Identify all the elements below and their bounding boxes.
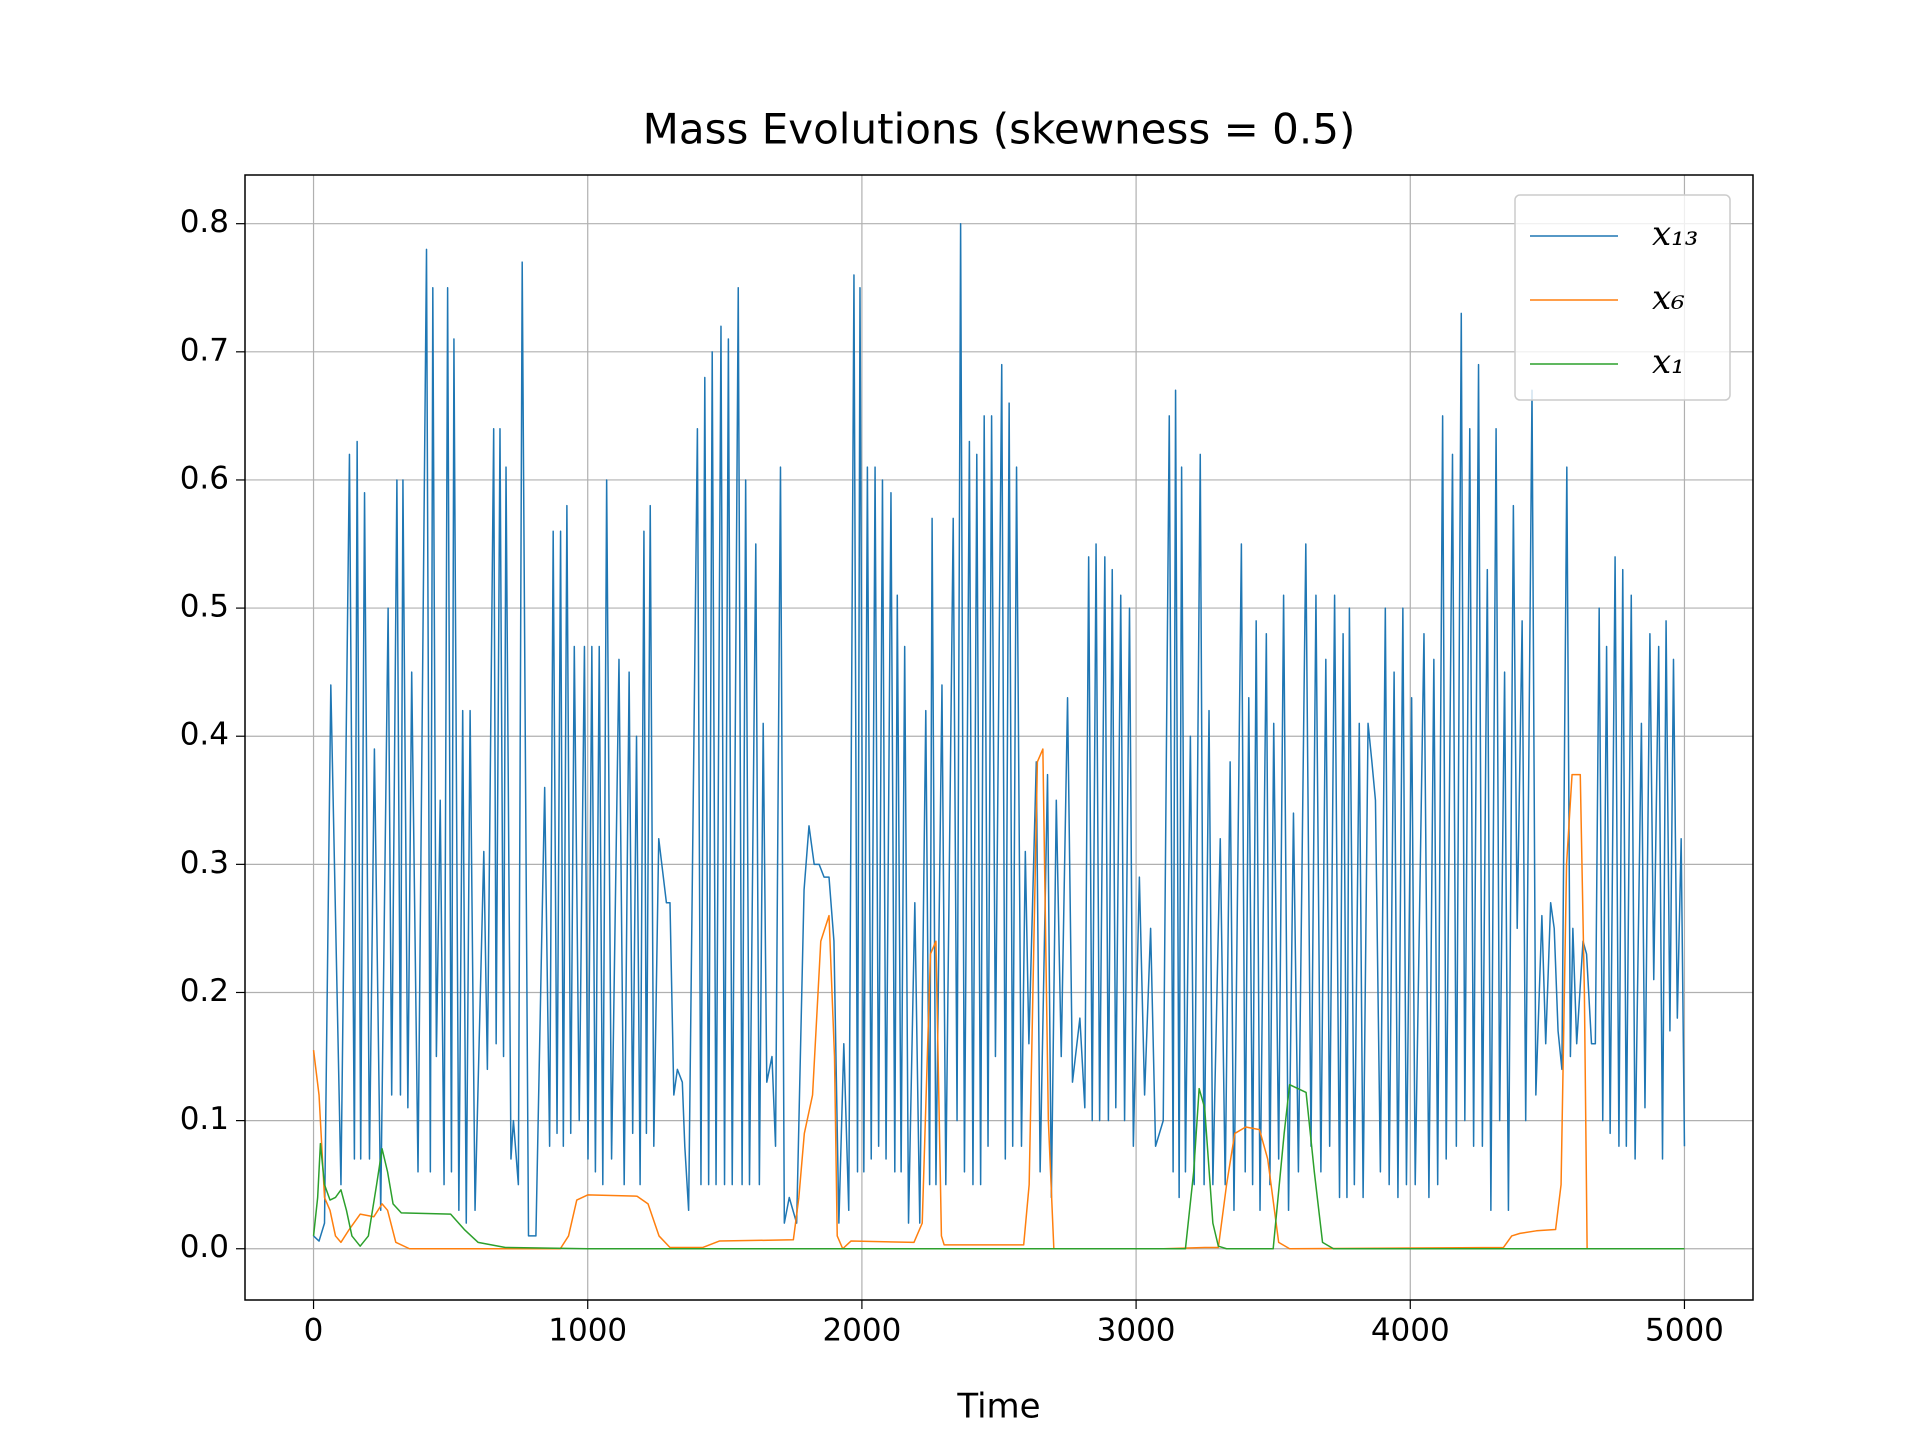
- legend-label: x₆: [1652, 278, 1685, 318]
- y-tick-label: 0.1: [180, 1101, 229, 1137]
- legend: x₁₃ x₆ x₁: [1514, 194, 1731, 401]
- y-tick-label: 0.6: [180, 460, 229, 496]
- legend-box: [1514, 194, 1731, 401]
- y-tick-label: 0.5: [180, 589, 229, 625]
- series-line: [313, 222, 1686, 1242]
- y-tick-label: 0.0: [180, 1229, 229, 1265]
- x-tick-label: 2000: [822, 1313, 901, 1349]
- legend-label: x₁: [1652, 342, 1685, 382]
- x-tick-label: 1000: [548, 1313, 627, 1349]
- x-tick-label: 5000: [1645, 1313, 1724, 1349]
- legend-label: x₁₃: [1652, 214, 1698, 254]
- y-tick-label: 0.7: [180, 332, 229, 368]
- series-line: [312, 1083, 1685, 1250]
- y-tick-label: 0.2: [180, 973, 229, 1009]
- series-line: [312, 748, 1685, 1250]
- x-axis-label: Time: [956, 1387, 1040, 1427]
- axes-frame: [244, 174, 1754, 1301]
- x-tick-label: 4000: [1371, 1313, 1450, 1349]
- x-tick-label: 0: [304, 1313, 324, 1349]
- y-tick-label: 0.8: [180, 204, 229, 240]
- chart-title: Mass Evolutions (skewness = 0.5): [643, 105, 1356, 154]
- y-tick-label: 0.4: [180, 717, 229, 753]
- x-tick-label: 3000: [1097, 1313, 1176, 1349]
- y-tick-label: 0.3: [180, 845, 229, 881]
